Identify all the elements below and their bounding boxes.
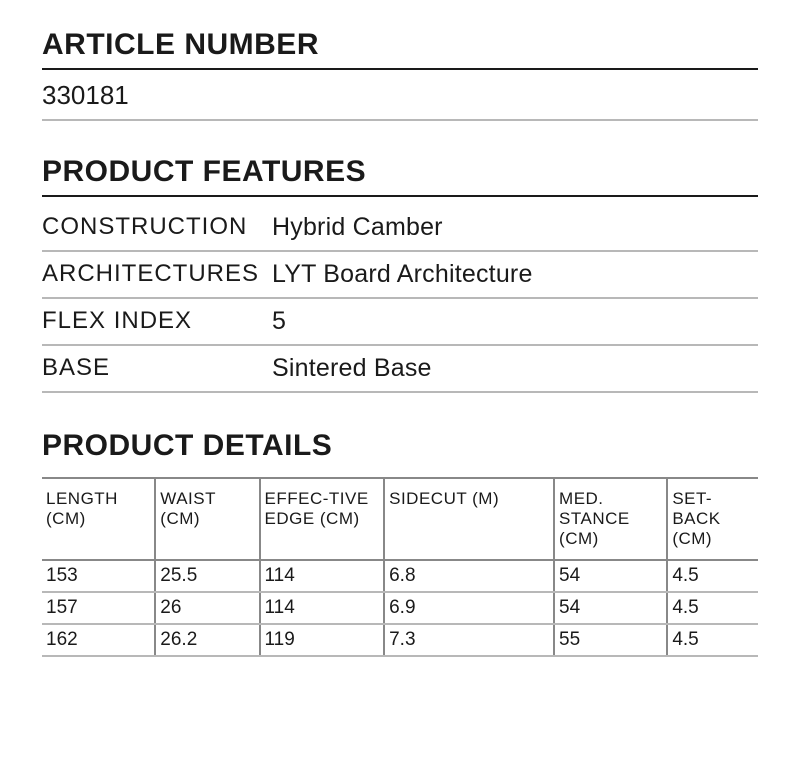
table-cell: 7.3 (384, 624, 554, 656)
table-cell: 119 (260, 624, 385, 656)
table-cell: 114 (260, 592, 385, 624)
table-header: LENGTH (CM) (42, 478, 155, 560)
product-details-section: PRODUCT DETAILS LENGTH (CM) WAIST (CM) E… (42, 429, 758, 657)
feature-label: BASE (42, 354, 272, 383)
table-cell: 4.5 (667, 624, 758, 656)
feature-label: ARCHITECTURES (42, 260, 272, 289)
product-features-section: PRODUCT FEATURES CONSTRUCTION Hybrid Cam… (42, 155, 758, 393)
product-details-table: LENGTH (CM) WAIST (CM) EFFEC-TIVE EDGE (… (42, 477, 758, 657)
article-number-title: ARTICLE NUMBER (42, 28, 758, 70)
article-number-section: ARTICLE NUMBER 330181 (42, 28, 758, 121)
table-cell: 4.5 (667, 592, 758, 624)
table-cell: 25.5 (155, 560, 259, 592)
table-cell: 26.2 (155, 624, 259, 656)
table-header: EFFEC-TIVE EDGE (CM) (260, 478, 385, 560)
table-cell: 54 (554, 592, 667, 624)
table-cell: 26 (155, 592, 259, 624)
table-header-row: LENGTH (CM) WAIST (CM) EFFEC-TIVE EDGE (… (42, 478, 758, 560)
feature-row: CONSTRUCTION Hybrid Camber (42, 205, 758, 252)
feature-label: CONSTRUCTION (42, 213, 272, 242)
table-cell: 162 (42, 624, 155, 656)
product-features-title: PRODUCT FEATURES (42, 155, 758, 197)
table-row: 162 26.2 119 7.3 55 4.5 (42, 624, 758, 656)
feature-value: Sintered Base (272, 354, 432, 383)
feature-row: BASE Sintered Base (42, 346, 758, 393)
table-row: 157 26 114 6.9 54 4.5 (42, 592, 758, 624)
table-header: WAIST (CM) (155, 478, 259, 560)
table-row: 153 25.5 114 6.8 54 4.5 (42, 560, 758, 592)
table-cell: 6.8 (384, 560, 554, 592)
table-cell: 55 (554, 624, 667, 656)
product-details-title: PRODUCT DETAILS (42, 429, 758, 477)
article-number-value: 330181 (42, 70, 758, 121)
feature-row: FLEX INDEX 5 (42, 299, 758, 346)
table-header: SIDECUT (M) (384, 478, 554, 560)
table-cell: 157 (42, 592, 155, 624)
table-cell: 114 (260, 560, 385, 592)
table-header: SET-BACK (CM) (667, 478, 758, 560)
feature-row: ARCHITECTURES LYT Board Architecture (42, 252, 758, 299)
feature-value: LYT Board Architecture (272, 260, 533, 289)
table-cell: 6.9 (384, 592, 554, 624)
table-cell: 4.5 (667, 560, 758, 592)
table-header: MED. STANCE (CM) (554, 478, 667, 560)
product-features-list: CONSTRUCTION Hybrid Camber ARCHITECTURES… (42, 205, 758, 393)
feature-label: FLEX INDEX (42, 307, 272, 336)
feature-value: Hybrid Camber (272, 213, 443, 242)
feature-value: 5 (272, 307, 286, 336)
table-cell: 153 (42, 560, 155, 592)
table-cell: 54 (554, 560, 667, 592)
